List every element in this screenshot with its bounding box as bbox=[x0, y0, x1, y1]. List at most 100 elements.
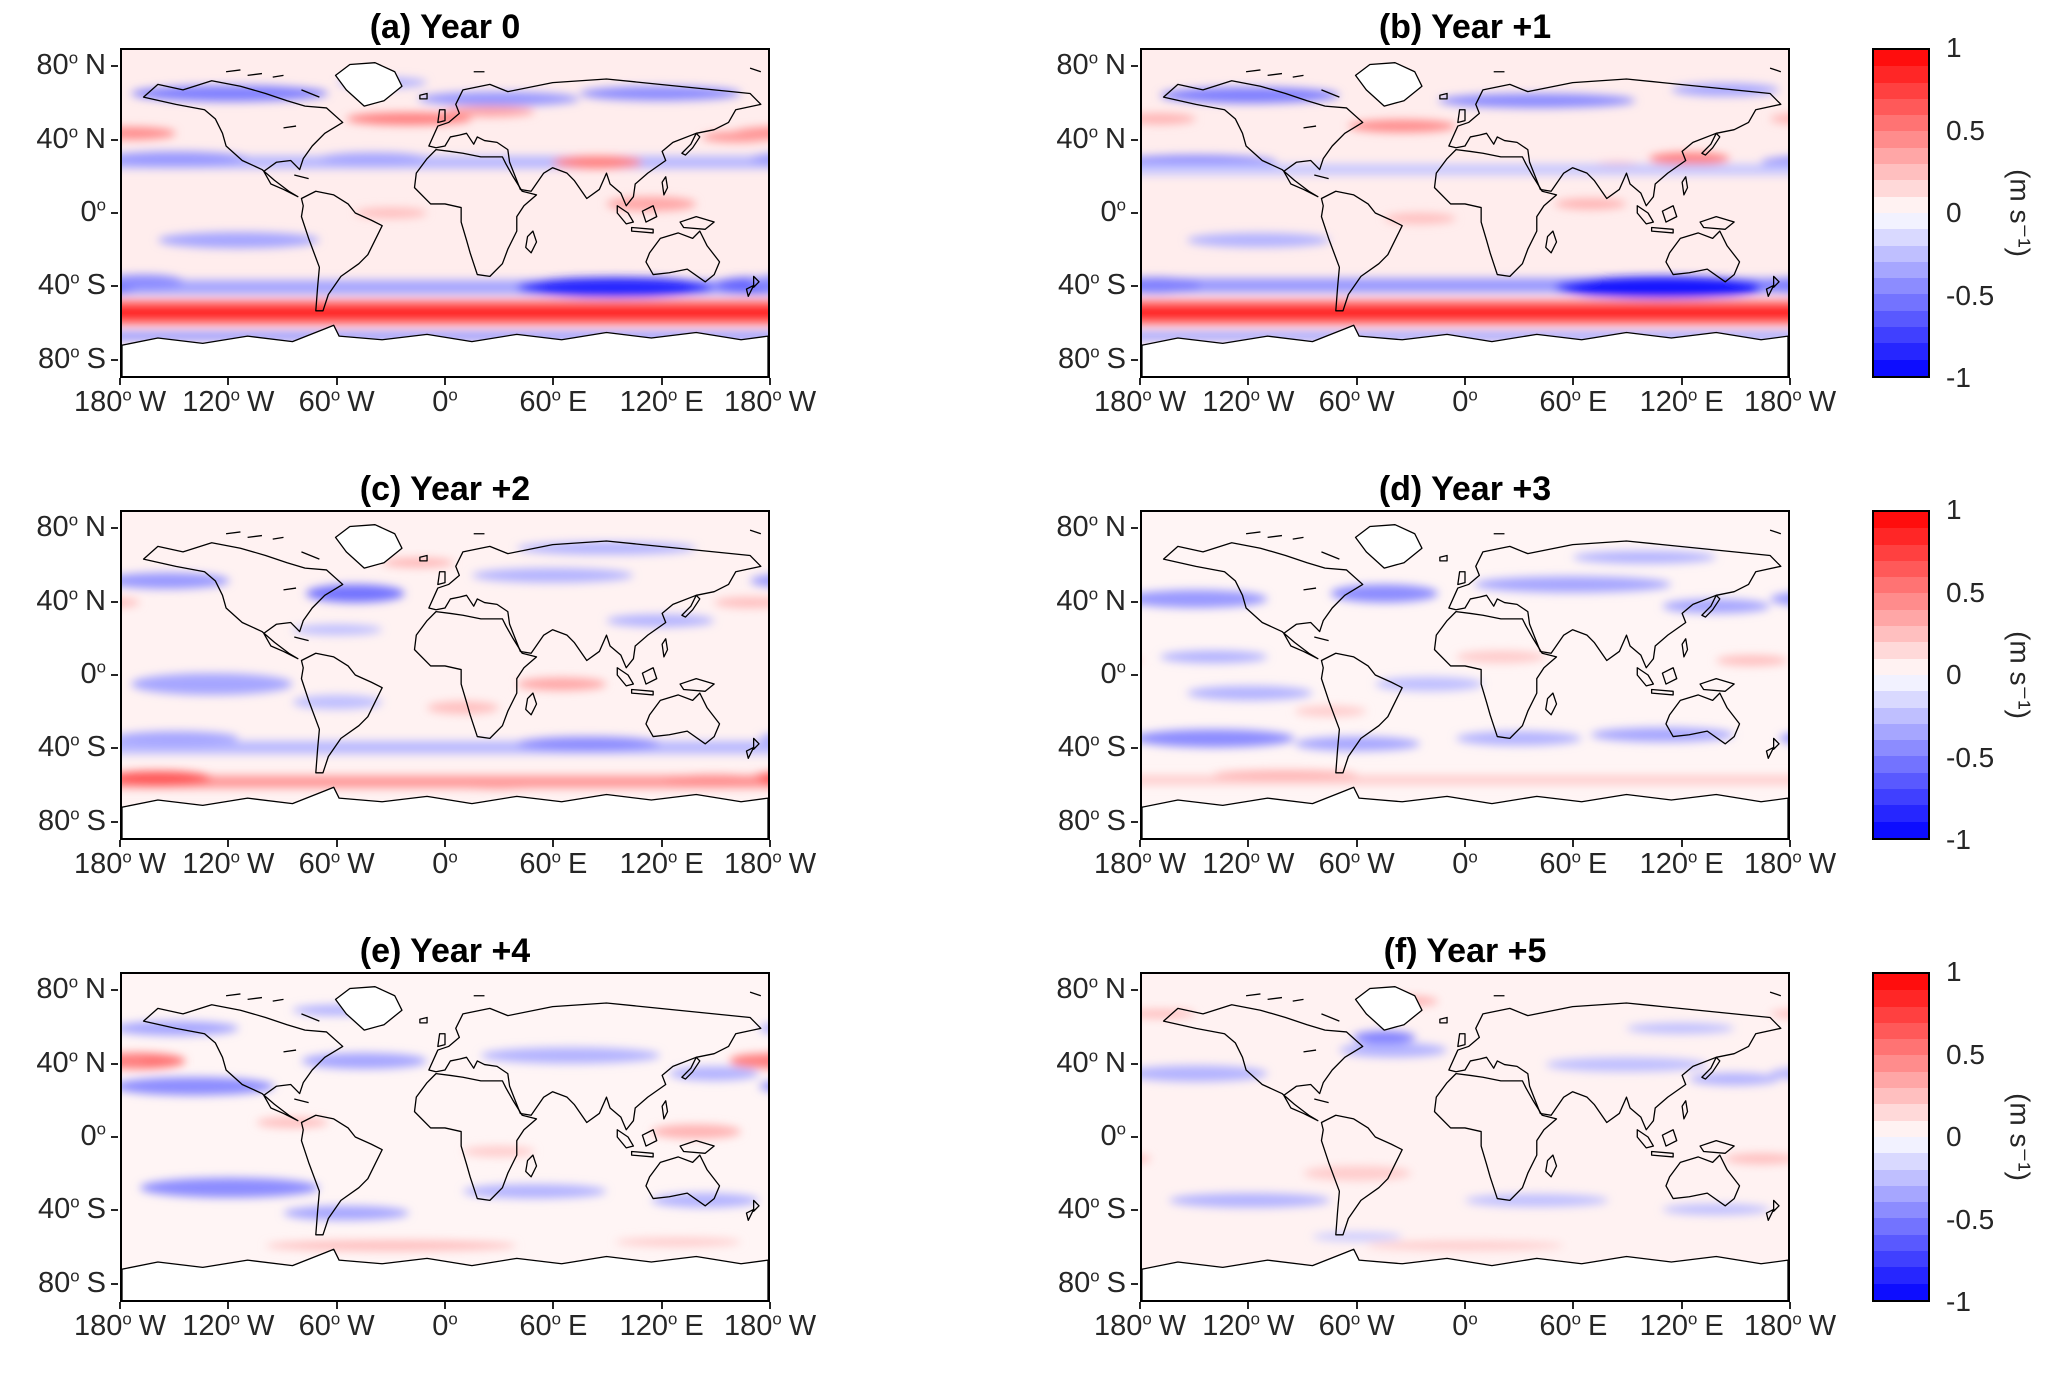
colorbar-segment bbox=[1874, 82, 1928, 99]
colorbar-tick-label: 0.5 bbox=[1946, 114, 1985, 146]
colorbar-segment bbox=[1874, 359, 1928, 376]
lon-tick-value: 60 bbox=[1539, 386, 1572, 418]
lon-axis-tick bbox=[1572, 840, 1575, 847]
lat-tick-label: 80o S bbox=[10, 805, 106, 838]
lon-tick-value: 60 bbox=[1539, 848, 1572, 880]
lat-tick-value: 80 bbox=[36, 511, 69, 544]
degree-symbol: o bbox=[70, 1192, 80, 1212]
lat-tick-direction: S bbox=[86, 804, 106, 837]
lon-tick-label: 120o W bbox=[1202, 1310, 1294, 1343]
lat-tick-direction: S bbox=[1106, 269, 1126, 302]
degree-symbol: o bbox=[330, 385, 341, 405]
anomaly-shading bbox=[1142, 83, 1788, 341]
degree-symbol: o bbox=[1350, 1309, 1361, 1329]
degree-symbol: o bbox=[1088, 1046, 1099, 1065]
lon-tick-direction: W bbox=[247, 386, 275, 418]
lat-tick-direction: N bbox=[1105, 973, 1126, 1006]
lat-tick-direction: S bbox=[1106, 731, 1126, 764]
lon-tick-value: 180 bbox=[73, 848, 123, 880]
colorbar-tick-label: 0 bbox=[1946, 659, 1962, 690]
lon-tick-direction: E bbox=[567, 386, 588, 418]
lat-axis-tick bbox=[1131, 1062, 1138, 1065]
lat-tick-value: 80 bbox=[1056, 973, 1089, 1006]
lon-axis-tick bbox=[1789, 378, 1791, 385]
lon-axis-tick bbox=[1355, 840, 1358, 847]
lon-tick-label: 120o E bbox=[1640, 1310, 1724, 1343]
lon-axis-tick bbox=[1464, 840, 1466, 847]
lon-tick-label: 0o bbox=[432, 386, 458, 419]
lon-tick-direction: E bbox=[684, 386, 704, 418]
lon-axis-tick bbox=[552, 378, 555, 385]
coastlines bbox=[122, 987, 768, 1300]
colorbar-segment bbox=[1874, 245, 1928, 262]
lon-axis-tick bbox=[769, 1302, 771, 1309]
panel-title-e: (e) Year +4 bbox=[359, 932, 531, 970]
degree-symbol: o bbox=[70, 268, 80, 288]
colorbar-segment bbox=[1874, 740, 1928, 757]
lon-tick-label: 120o E bbox=[620, 848, 704, 881]
lon-axis-tick bbox=[1680, 840, 1683, 847]
degree-symbol: o bbox=[68, 48, 79, 68]
lat-tick-label: 40o S bbox=[10, 269, 106, 302]
lon-axis-tick bbox=[444, 1302, 446, 1309]
lat-tick-label: 0o bbox=[1030, 658, 1127, 691]
lat-axis-tick bbox=[1131, 138, 1138, 141]
lon-tick-value: 120 bbox=[1202, 386, 1251, 418]
lon-axis-tick bbox=[335, 840, 338, 847]
degree-symbol: o bbox=[70, 1266, 80, 1285]
colorbar-unit-label: (m s⁻¹) bbox=[2004, 169, 2036, 257]
lon-tick-value: 120 bbox=[1202, 848, 1251, 880]
colorbar-tick-label: -0.5 bbox=[1946, 279, 1995, 311]
lat-axis-tick bbox=[1131, 600, 1138, 603]
lon-tick-label: 60o E bbox=[1539, 386, 1607, 419]
degree-symbol: o bbox=[1090, 804, 1100, 823]
lon-axis-tick bbox=[335, 378, 338, 385]
degree-symbol: o bbox=[68, 1046, 79, 1065]
lon-tick-value: 0 bbox=[1452, 1310, 1469, 1342]
lat-tick-direction: S bbox=[86, 731, 106, 764]
colorbar-tick-label: 1 bbox=[1946, 32, 1962, 63]
lon-tick-label: 60o E bbox=[519, 848, 587, 881]
degree-symbol: o bbox=[1116, 1119, 1126, 1139]
degree-symbol: o bbox=[1350, 847, 1361, 867]
lat-tick-direction: N bbox=[1105, 584, 1126, 617]
degree-symbol: o bbox=[70, 730, 80, 750]
degree-symbol: o bbox=[448, 1309, 458, 1329]
lat-tick-value: 0 bbox=[1100, 1120, 1117, 1152]
degree-symbol: o bbox=[448, 385, 458, 405]
lat-tick-value: 80 bbox=[38, 804, 71, 837]
colorbar bbox=[1872, 510, 1930, 840]
degree-symbol: o bbox=[1090, 1266, 1100, 1285]
panel-title-b: (b) Year +1 bbox=[1378, 8, 1552, 46]
coastlines bbox=[122, 63, 768, 376]
colorbar-segment bbox=[1874, 327, 1928, 344]
degree-symbol: o bbox=[68, 510, 79, 530]
colorbar-segment bbox=[1874, 658, 1928, 675]
lon-tick-direction: W bbox=[1808, 848, 1837, 880]
lon-tick-direction: W bbox=[1367, 386, 1395, 418]
colorbar-tick-label: 0.5 bbox=[1946, 576, 1985, 608]
lat-tick-label: 40o S bbox=[1030, 1193, 1126, 1226]
lon-tick-direction: E bbox=[1587, 848, 1608, 880]
lon-tick-value: 60 bbox=[519, 386, 552, 418]
colorbar-tick-label: -1 bbox=[1946, 824, 1971, 855]
lon-tick-label: 0o bbox=[1452, 386, 1478, 419]
lat-tick-value: 0 bbox=[80, 1120, 97, 1152]
panel-title-f: (f) Year +5 bbox=[1383, 932, 1547, 970]
lat-tick-direction: N bbox=[85, 122, 106, 155]
coastlines bbox=[1142, 525, 1788, 838]
lat-axis-tick bbox=[111, 1282, 118, 1285]
degree-symbol: o bbox=[1090, 1192, 1100, 1212]
lon-tick-value: 120 bbox=[182, 1310, 231, 1342]
colorbar-segment bbox=[1874, 310, 1928, 328]
lat-tick-value: 40 bbox=[1058, 1193, 1091, 1226]
colorbar-segment bbox=[1874, 691, 1928, 708]
colorbar-segment bbox=[1874, 1185, 1928, 1203]
lon-tick-label: 120o W bbox=[182, 848, 274, 881]
lon-tick-value: 0 bbox=[1452, 386, 1469, 418]
lat-tick-direction: N bbox=[1105, 1046, 1126, 1079]
lat-tick-direction: S bbox=[86, 1193, 106, 1226]
lat-tick-direction: N bbox=[85, 511, 106, 544]
lon-tick-label: 120o W bbox=[182, 1310, 274, 1343]
colorbar bbox=[1872, 48, 1930, 378]
